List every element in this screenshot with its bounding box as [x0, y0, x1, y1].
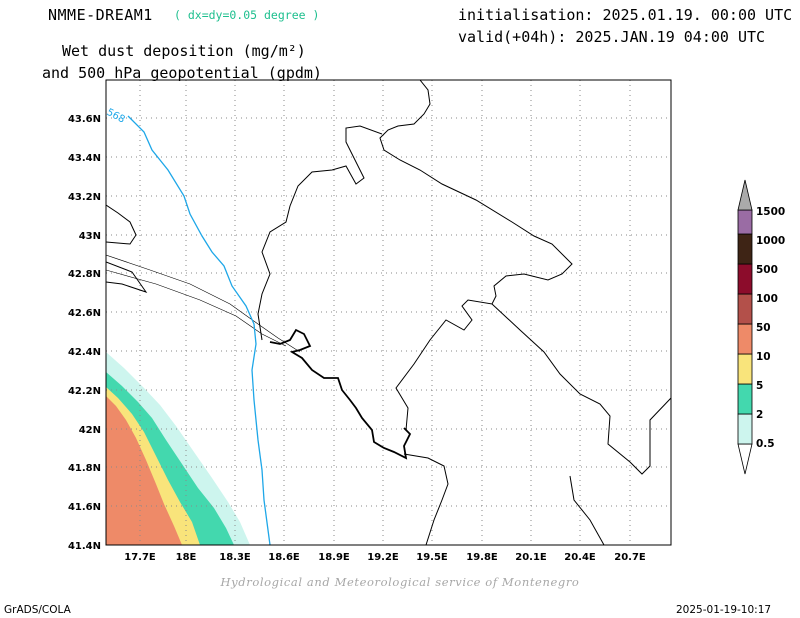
colorbar-label: 500: [756, 264, 778, 276]
generation-timestamp: 2025-01-19-10:17: [676, 604, 772, 616]
software-credit: GrADS/COLA: [4, 604, 71, 616]
lon-tick-label: 19.2E: [367, 552, 399, 563]
model-name: NMME-DREAM1: [48, 6, 153, 24]
map-title: Wet dust deposition (mg/m²): [62, 42, 306, 60]
longitude-axis-labels: 17.7E 18E 18.3E 18.6E 18.9E 19.2E 19.5E …: [124, 552, 646, 563]
map-frame: [105, 79, 672, 546]
lon-tick-label: 18E: [176, 552, 197, 563]
colorbar-swatch-100: [737, 263, 753, 295]
border-line: [106, 204, 137, 245]
credit-line: Hydrological and Meteorological service …: [220, 575, 580, 589]
colorbar-labels: 0.5 2 5 10 50 100 500 1000 1500: [756, 206, 785, 450]
lat-tick-label: 43.6N: [68, 114, 101, 125]
border-line: [491, 303, 671, 475]
resolution-note: ( dx=dy=0.05 degree ): [174, 8, 320, 22]
colorbar-swatch-1000: [737, 209, 753, 235]
lon-tick-label: 20.1E: [515, 552, 547, 563]
colorbar-swatch-500: [737, 233, 753, 265]
lon-tick-label: 18.9E: [318, 552, 350, 563]
lat-tick-label: 43.4N: [68, 153, 101, 164]
colorbar: [737, 179, 753, 475]
lon-tick-label: 20.4E: [564, 552, 596, 563]
lat-tick-label: 42.2N: [68, 386, 101, 397]
colorbar-swatch-10: [737, 323, 753, 355]
colorbar-label: 2: [756, 409, 763, 421]
geopotential-contour-568: [127, 115, 271, 545]
lon-tick-label: 17.7E: [124, 552, 156, 563]
colorbar-label: 1500: [756, 206, 785, 218]
colorbar-swatch-0.5: [737, 413, 753, 445]
contour-label-568: 568: [105, 107, 127, 126]
dust-deposition-field: [106, 352, 250, 545]
border-line: [379, 80, 573, 431]
colorbar-label: 50: [756, 322, 771, 334]
borders-and-coastlines: [106, 80, 671, 545]
lat-tick-label: 42.6N: [68, 308, 101, 319]
lat-tick-label: 41.4N: [68, 541, 101, 552]
colorbar-swatch-2: [737, 383, 753, 415]
deposition-band-10: [106, 396, 182, 545]
lat-tick-label: 43N: [79, 231, 101, 242]
coastline-thin: [106, 254, 301, 353]
map-subtitle: and 500 hPa geopotential (gpdm): [42, 64, 322, 82]
colorbar-label: 10: [756, 351, 771, 363]
colorbar-top-arrow: [737, 179, 753, 211]
colorbar-label: 0.5: [756, 438, 775, 450]
colorbar-swatch-5: [737, 353, 753, 385]
colorbar-bottom-arrow: [737, 443, 753, 475]
lat-tick-label: 42N: [79, 425, 101, 436]
montenegro-coastline: [269, 328, 412, 460]
lon-tick-label: 19.8E: [466, 552, 498, 563]
coastline-thin: [106, 269, 287, 347]
lat-tick-label: 41.8N: [68, 463, 101, 474]
lat-tick-label: 42.4N: [68, 347, 101, 358]
lon-tick-label: 18.6E: [268, 552, 300, 563]
lat-tick-label: 41.6N: [68, 502, 101, 513]
latitude-axis-labels: 43.6N 43.4N 43.2N 43N 42.8N 42.6N 42.4N …: [68, 114, 101, 552]
border-line: [257, 125, 383, 341]
lon-tick-label: 18.3E: [219, 552, 251, 563]
lon-tick-label: 20.7E: [614, 552, 646, 563]
lat-lon-grid: [106, 80, 671, 545]
border-line: [569, 475, 605, 545]
border-line: [403, 453, 449, 545]
colorbar-swatch-50: [737, 293, 753, 325]
colorbar-label: 100: [756, 293, 778, 305]
geopotential-contours: [127, 115, 271, 545]
valid-time: valid(+04h): 2025.JAN.19 04:00 UTC: [458, 28, 766, 46]
lat-tick-label: 43.2N: [68, 192, 101, 203]
lon-tick-label: 19.5E: [416, 552, 448, 563]
lat-tick-label: 42.8N: [68, 269, 101, 280]
border-line: [106, 261, 148, 293]
colorbar-label: 1000: [756, 235, 785, 247]
colorbar-label: 5: [756, 380, 763, 392]
initialisation-time: initialisation: 2025.01.19. 00:00 UTC: [458, 6, 793, 24]
